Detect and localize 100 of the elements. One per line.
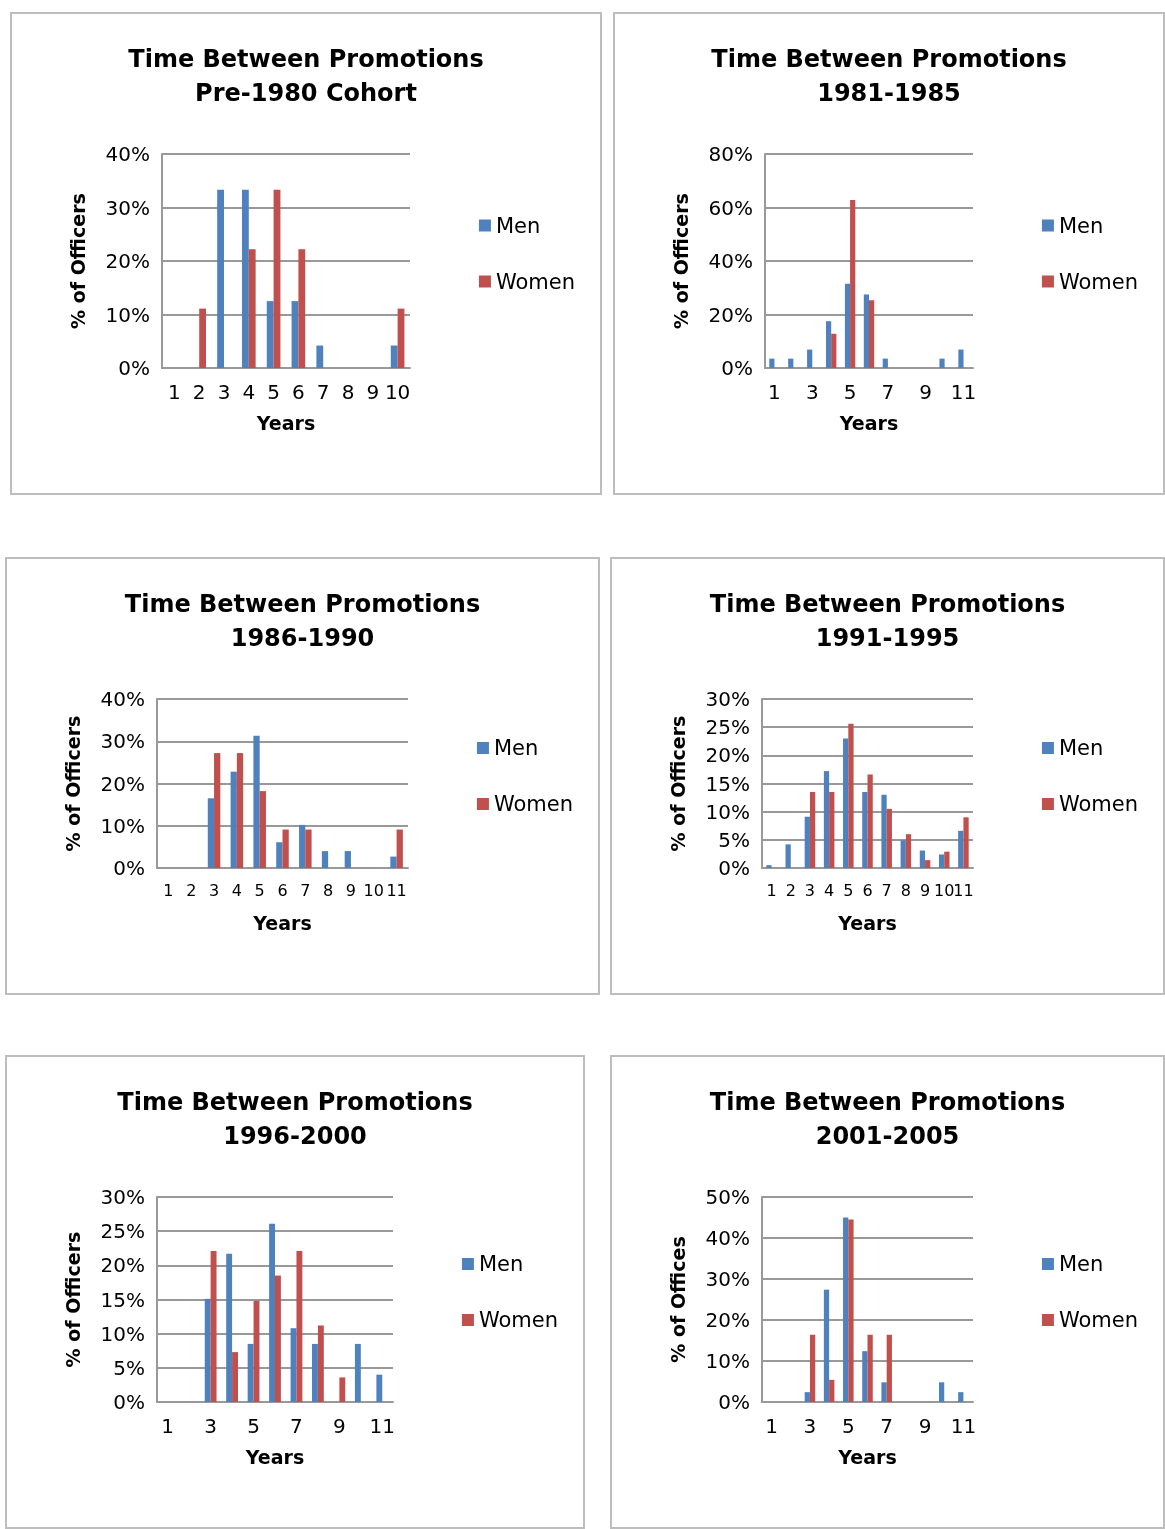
- x-tick-label: 2: [785, 880, 796, 900]
- bar: [207, 798, 215, 868]
- bar: [939, 358, 945, 368]
- x-tick-label: 11: [950, 1414, 977, 1438]
- bar: [282, 829, 289, 868]
- x-tick-label: 1: [168, 380, 181, 404]
- legend-label: Men: [1058, 1252, 1104, 1276]
- x-axis-title: Years: [252, 911, 312, 934]
- x-tick-label: 7: [316, 380, 330, 404]
- x-tick-label: 4: [824, 880, 835, 900]
- bar: [317, 1325, 324, 1402]
- x-tick-label: 6: [277, 880, 288, 900]
- bar: [266, 301, 274, 368]
- y-axis-title: % of Offices: [666, 1236, 689, 1363]
- chart-subtitle: 1986-1990: [230, 624, 375, 652]
- y-tick-label: 0%: [113, 1390, 145, 1414]
- x-tick-label: 9: [918, 1414, 932, 1438]
- y-tick-label: 0%: [118, 356, 150, 380]
- y-tick-label: 5%: [718, 827, 750, 852]
- bar: [867, 1334, 873, 1402]
- bar: [396, 829, 403, 868]
- chart-title: Time Between Promotions: [709, 590, 1066, 618]
- x-tick-label: 10: [384, 380, 411, 404]
- bar: [390, 856, 397, 868]
- y-tick-label: 20%: [708, 302, 753, 327]
- y-tick-label: 0%: [718, 856, 750, 880]
- y-tick-label: 10%: [105, 302, 150, 327]
- x-tick-label: 8: [323, 880, 334, 900]
- x-tick-label: 3: [803, 1414, 817, 1438]
- bar: [299, 824, 306, 868]
- bar: [305, 829, 312, 868]
- bar: [905, 834, 912, 868]
- legend-label: Women: [495, 269, 576, 294]
- y-tick-label: 20%: [705, 1308, 750, 1332]
- chart-subtitle: 2001-2005: [815, 1122, 960, 1150]
- bar: [376, 1374, 383, 1402]
- x-tick-label: 4: [242, 380, 256, 404]
- y-tick-label: 40%: [105, 142, 150, 166]
- x-tick-label: 7: [881, 380, 895, 404]
- y-tick-label: 15%: [100, 1287, 145, 1312]
- bar: [882, 358, 888, 368]
- x-tick-label: 11: [369, 1414, 395, 1438]
- y-tick-label: 40%: [705, 1226, 750, 1250]
- chart-subtitle: 1996-2000: [223, 1122, 367, 1150]
- x-tick-label: 10: [363, 880, 384, 900]
- x-tick-label: 9: [366, 380, 380, 404]
- y-tick-label: 25%: [100, 1219, 145, 1244]
- bar: [232, 1352, 238, 1402]
- x-tick-label: 2: [186, 880, 197, 900]
- x-tick-label: 7: [300, 880, 311, 900]
- bar: [867, 774, 873, 868]
- bar: [214, 753, 221, 868]
- y-tick-label: 15%: [705, 771, 750, 796]
- bar: [963, 817, 969, 868]
- legend-label: Men: [495, 213, 541, 238]
- x-axis-title: Years: [837, 1445, 897, 1468]
- bar: [850, 200, 856, 368]
- bar: [269, 1223, 275, 1402]
- chart-subtitle: Pre-1980 Cohort: [195, 79, 417, 107]
- y-tick-label: 5%: [113, 1355, 145, 1380]
- x-axis-title: Years: [837, 911, 897, 934]
- x-tick-label: 11: [953, 880, 974, 900]
- y-axis-title: % of Officers: [61, 1231, 84, 1368]
- legend-label: Women: [493, 792, 574, 816]
- bar: [925, 860, 931, 868]
- legend-label: Men: [1058, 213, 1104, 238]
- y-tick-label: 0%: [718, 1390, 750, 1414]
- bar: [958, 1392, 964, 1402]
- y-tick-label: 30%: [100, 1185, 145, 1209]
- x-tick-label: 1: [768, 380, 781, 404]
- bar: [958, 830, 964, 868]
- legend-label: Women: [1058, 792, 1139, 816]
- bar: [958, 349, 964, 368]
- y-tick-label: 60%: [708, 195, 753, 220]
- bar: [210, 1250, 217, 1402]
- x-tick-label: 3: [217, 380, 231, 404]
- x-tick-label: 5: [267, 380, 280, 404]
- bar: [881, 794, 887, 868]
- y-tick-label: 10%: [705, 799, 750, 824]
- bar: [825, 321, 832, 368]
- x-axis-title: Years: [255, 411, 316, 434]
- y-tick-label: 40%: [708, 249, 753, 273]
- bar: [862, 1351, 868, 1402]
- y-tick-label: 30%: [100, 729, 145, 754]
- bar: [226, 1253, 233, 1402]
- bar: [862, 791, 868, 868]
- x-tick-label: 5: [843, 880, 854, 900]
- y-axis-title: % of Officers: [666, 715, 689, 852]
- x-axis-title: Years: [838, 411, 899, 434]
- bar: [296, 1250, 303, 1402]
- legend-label: Women: [1058, 269, 1139, 294]
- bar: [199, 308, 207, 368]
- bar: [248, 249, 256, 368]
- y-tick-label: 0%: [113, 856, 145, 880]
- x-tick-label: 8: [341, 380, 355, 404]
- bar: [848, 723, 854, 868]
- x-tick-label: 7: [880, 1414, 894, 1438]
- x-tick-label: 5: [843, 380, 857, 404]
- y-tick-label: 30%: [105, 195, 150, 220]
- bar: [344, 851, 351, 868]
